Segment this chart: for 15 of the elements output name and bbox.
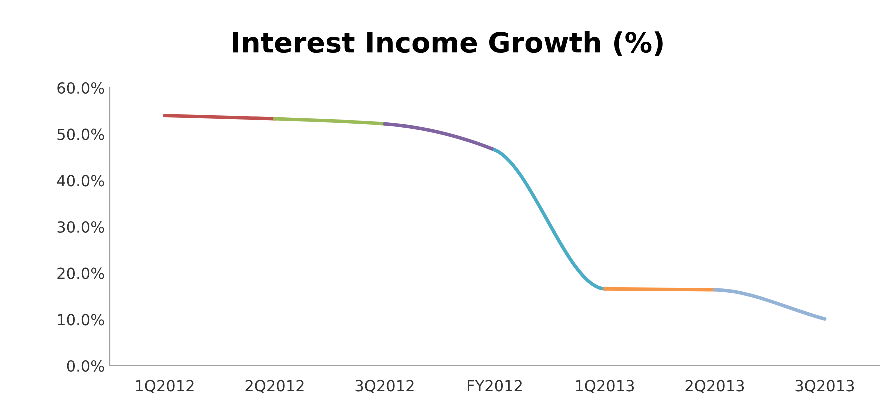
y-tick-label: 50.0% [58, 128, 104, 140]
x-tick-label: 3Q2012 [356, 380, 414, 394]
y-tick-label: 40.0% [57, 175, 104, 187]
y-tick-label: 0.0% [67, 360, 104, 372]
x-tick-label: 2Q2012 [246, 380, 304, 394]
chart-title: Interest Income Growth (%) [233, 32, 663, 56]
x-tick-label: 1Q2012 [136, 380, 194, 394]
x-tick-label: FY2012 [468, 380, 522, 392]
y-tick-label: 10.0% [58, 314, 104, 326]
y-tick-label: 30.0% [58, 221, 104, 234]
x-tick-label: 3Q2013 [796, 380, 854, 394]
x-tick-label: 1Q2013 [576, 380, 634, 394]
x-tick-label: 2Q2013 [686, 380, 744, 394]
y-tick-label: 20.0% [58, 268, 104, 280]
y-tick-label: 60.0% [58, 82, 104, 94]
